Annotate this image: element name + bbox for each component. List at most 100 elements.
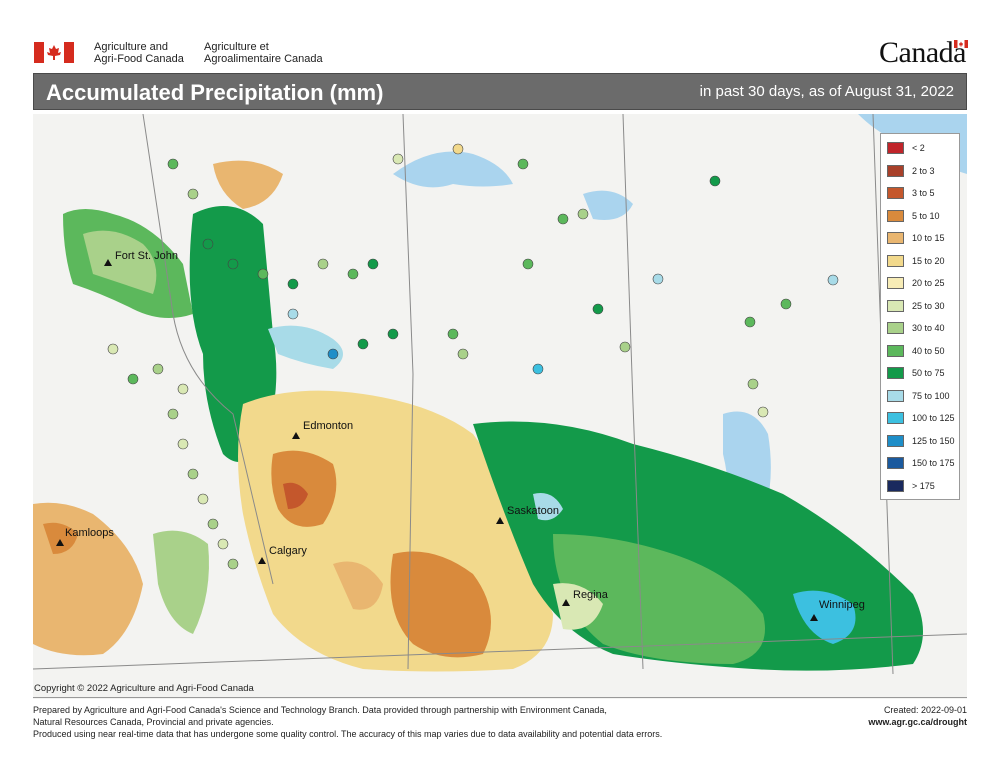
region-alberta-dry [271,450,337,527]
region-sw-sask-dry [390,551,491,658]
city-marker-fort-st-john [104,259,112,266]
city-marker-winnipeg [810,614,818,621]
legend-item: 40 to 50 [887,344,957,359]
legend-label: 2 to 3 [912,165,935,176]
footer-divider [33,697,967,698]
legend-swatch [887,412,904,424]
legend-label: 5 to 10 [912,210,940,221]
region-north-dry [213,160,283,209]
legend-label: 20 to 25 [912,278,945,288]
city-marker-saskatoon [496,517,504,524]
legend-label: 30 to 40 [912,323,945,333]
legend-label: 40 to 50 [912,345,945,356]
region-kamloops-dry [43,522,78,554]
legend-item: < 2 [887,142,957,156]
footer-meta: Created: 2022-09-01 www.agr.gc.ca/drough… [868,704,967,728]
legend-item: 125 to 150 [887,434,957,449]
city-marker-regina [562,599,570,606]
department-name-fr: Agriculture et Agroalimentaire Canada [204,41,323,65]
city-label-kamloops: Kamloops [65,527,114,539]
legend-item: 3 to 5 [887,187,957,201]
city-label-saskatoon: Saskatoon [507,505,559,517]
precipitation-map: Fort St. John Edmonton Kamloops Calgary … [33,114,967,699]
map-subtitle: in past 30 days, as of August 31, 2022 [699,83,954,100]
map-legend: < 2 2 to 3 3 to 5 5 to 10 10 to 15 15 to 20 20… [880,133,960,500]
legend-label: 125 to 150 [912,435,955,446]
legend-swatch [887,389,904,402]
city-label-edmonton: Edmonton [303,420,353,432]
map-canvas: Fort St. John Edmonton Kamloops Calgary … [33,114,967,699]
legend-swatch [887,479,904,492]
lake-reindeer [583,190,633,220]
legend-label: 15 to 20 [912,255,945,266]
legend-swatch [887,187,904,199]
legend-swatch [887,457,904,469]
legend-label: 10 to 15 [912,233,945,243]
legend-item: 2 to 3 [887,164,957,179]
legend-item: > 175 [887,479,957,494]
city-marker-kamloops [56,539,64,546]
legend-item: 50 to 75 [887,367,957,381]
city-label-winnipeg: Winnipeg [819,599,865,611]
region-south-sask [553,534,765,664]
border-bc-alberta [142,114,274,585]
city-label-fort-st-john: Fort St. John [115,250,178,262]
legend-swatch [887,277,904,289]
copyright: Copyright © 2022 Agriculture and Agri-Fo… [34,683,254,694]
footer-line1: Prepared by Agriculture and Agri-Food Ca… [33,705,607,715]
region-saskatoon-wet [533,493,563,521]
legend-item: 75 to 100 [887,389,957,404]
region-regina [553,583,603,630]
station-dots [107,143,839,570]
legend-label: 75 to 100 [912,390,950,401]
city-marker-calgary [258,557,266,564]
department-fr-line1: Agriculture et [204,41,269,53]
lake-athabasca [393,151,513,188]
region-south-alberta [333,561,383,610]
legend-label: > 175 [912,480,935,491]
legend-item: 25 to 30 [887,299,957,314]
legend-item: 5 to 10 [887,209,957,224]
city-label-regina: Regina [573,589,609,601]
title-bar: Accumulated Precipitation (mm) in past 3… [33,73,967,110]
created-date: Created: 2022-09-01 [883,705,967,715]
legend-label: 150 to 175 [912,458,955,468]
city-label-calgary: Calgary [269,545,307,557]
legend-swatch [887,209,904,222]
header: Agriculture and Agri-Food Canada Agricul… [0,0,1000,72]
legend-swatch [887,232,904,244]
region-winnipeg-wet [793,590,856,644]
source-url[interactable]: www.agr.gc.ca/drought [868,717,967,727]
legend-item: 15 to 20 [887,254,957,269]
border-sask-manitoba [622,114,644,670]
legend-swatch [887,322,904,334]
legend-label: 3 to 5 [912,188,935,198]
footer-line2: Natural Resources Canada, Provincial and… [33,717,274,727]
legend-swatch [887,434,904,447]
region-alberta-west [189,206,277,462]
footer-notes: Prepared by Agriculture and Agri-Food Ca… [33,704,753,740]
legend-swatch [887,367,904,379]
legend-label: 50 to 75 [912,368,945,378]
region-alberta-driest [283,482,308,509]
wordmark-text: Canada [879,36,966,69]
canada-flag-icon [34,42,74,63]
canada-wordmark: Canada [879,36,968,70]
legend-item: 150 to 175 [887,457,957,471]
region-bc-interior [153,530,209,634]
footer-line3: Produced using near real-time data that … [33,729,663,739]
department-name-en: Agriculture and Agri-Food Canada [94,41,184,65]
department-en-line1: Agriculture and [94,41,168,53]
legend-label: 25 to 30 [912,300,945,311]
legend-item: 10 to 15 [887,232,957,246]
legend-swatch [887,299,904,312]
legend-swatch [887,164,904,177]
border-alberta-sask [402,114,414,670]
legend-item: 30 to 40 [887,322,957,336]
department-en-line2: Agri-Food Canada [94,53,184,65]
region-fort-st-john [83,230,157,294]
us-border [33,633,967,670]
legend-item: 100 to 125 [887,412,957,426]
city-marker-edmonton [292,432,300,439]
wordmark-flag-icon [954,40,968,48]
